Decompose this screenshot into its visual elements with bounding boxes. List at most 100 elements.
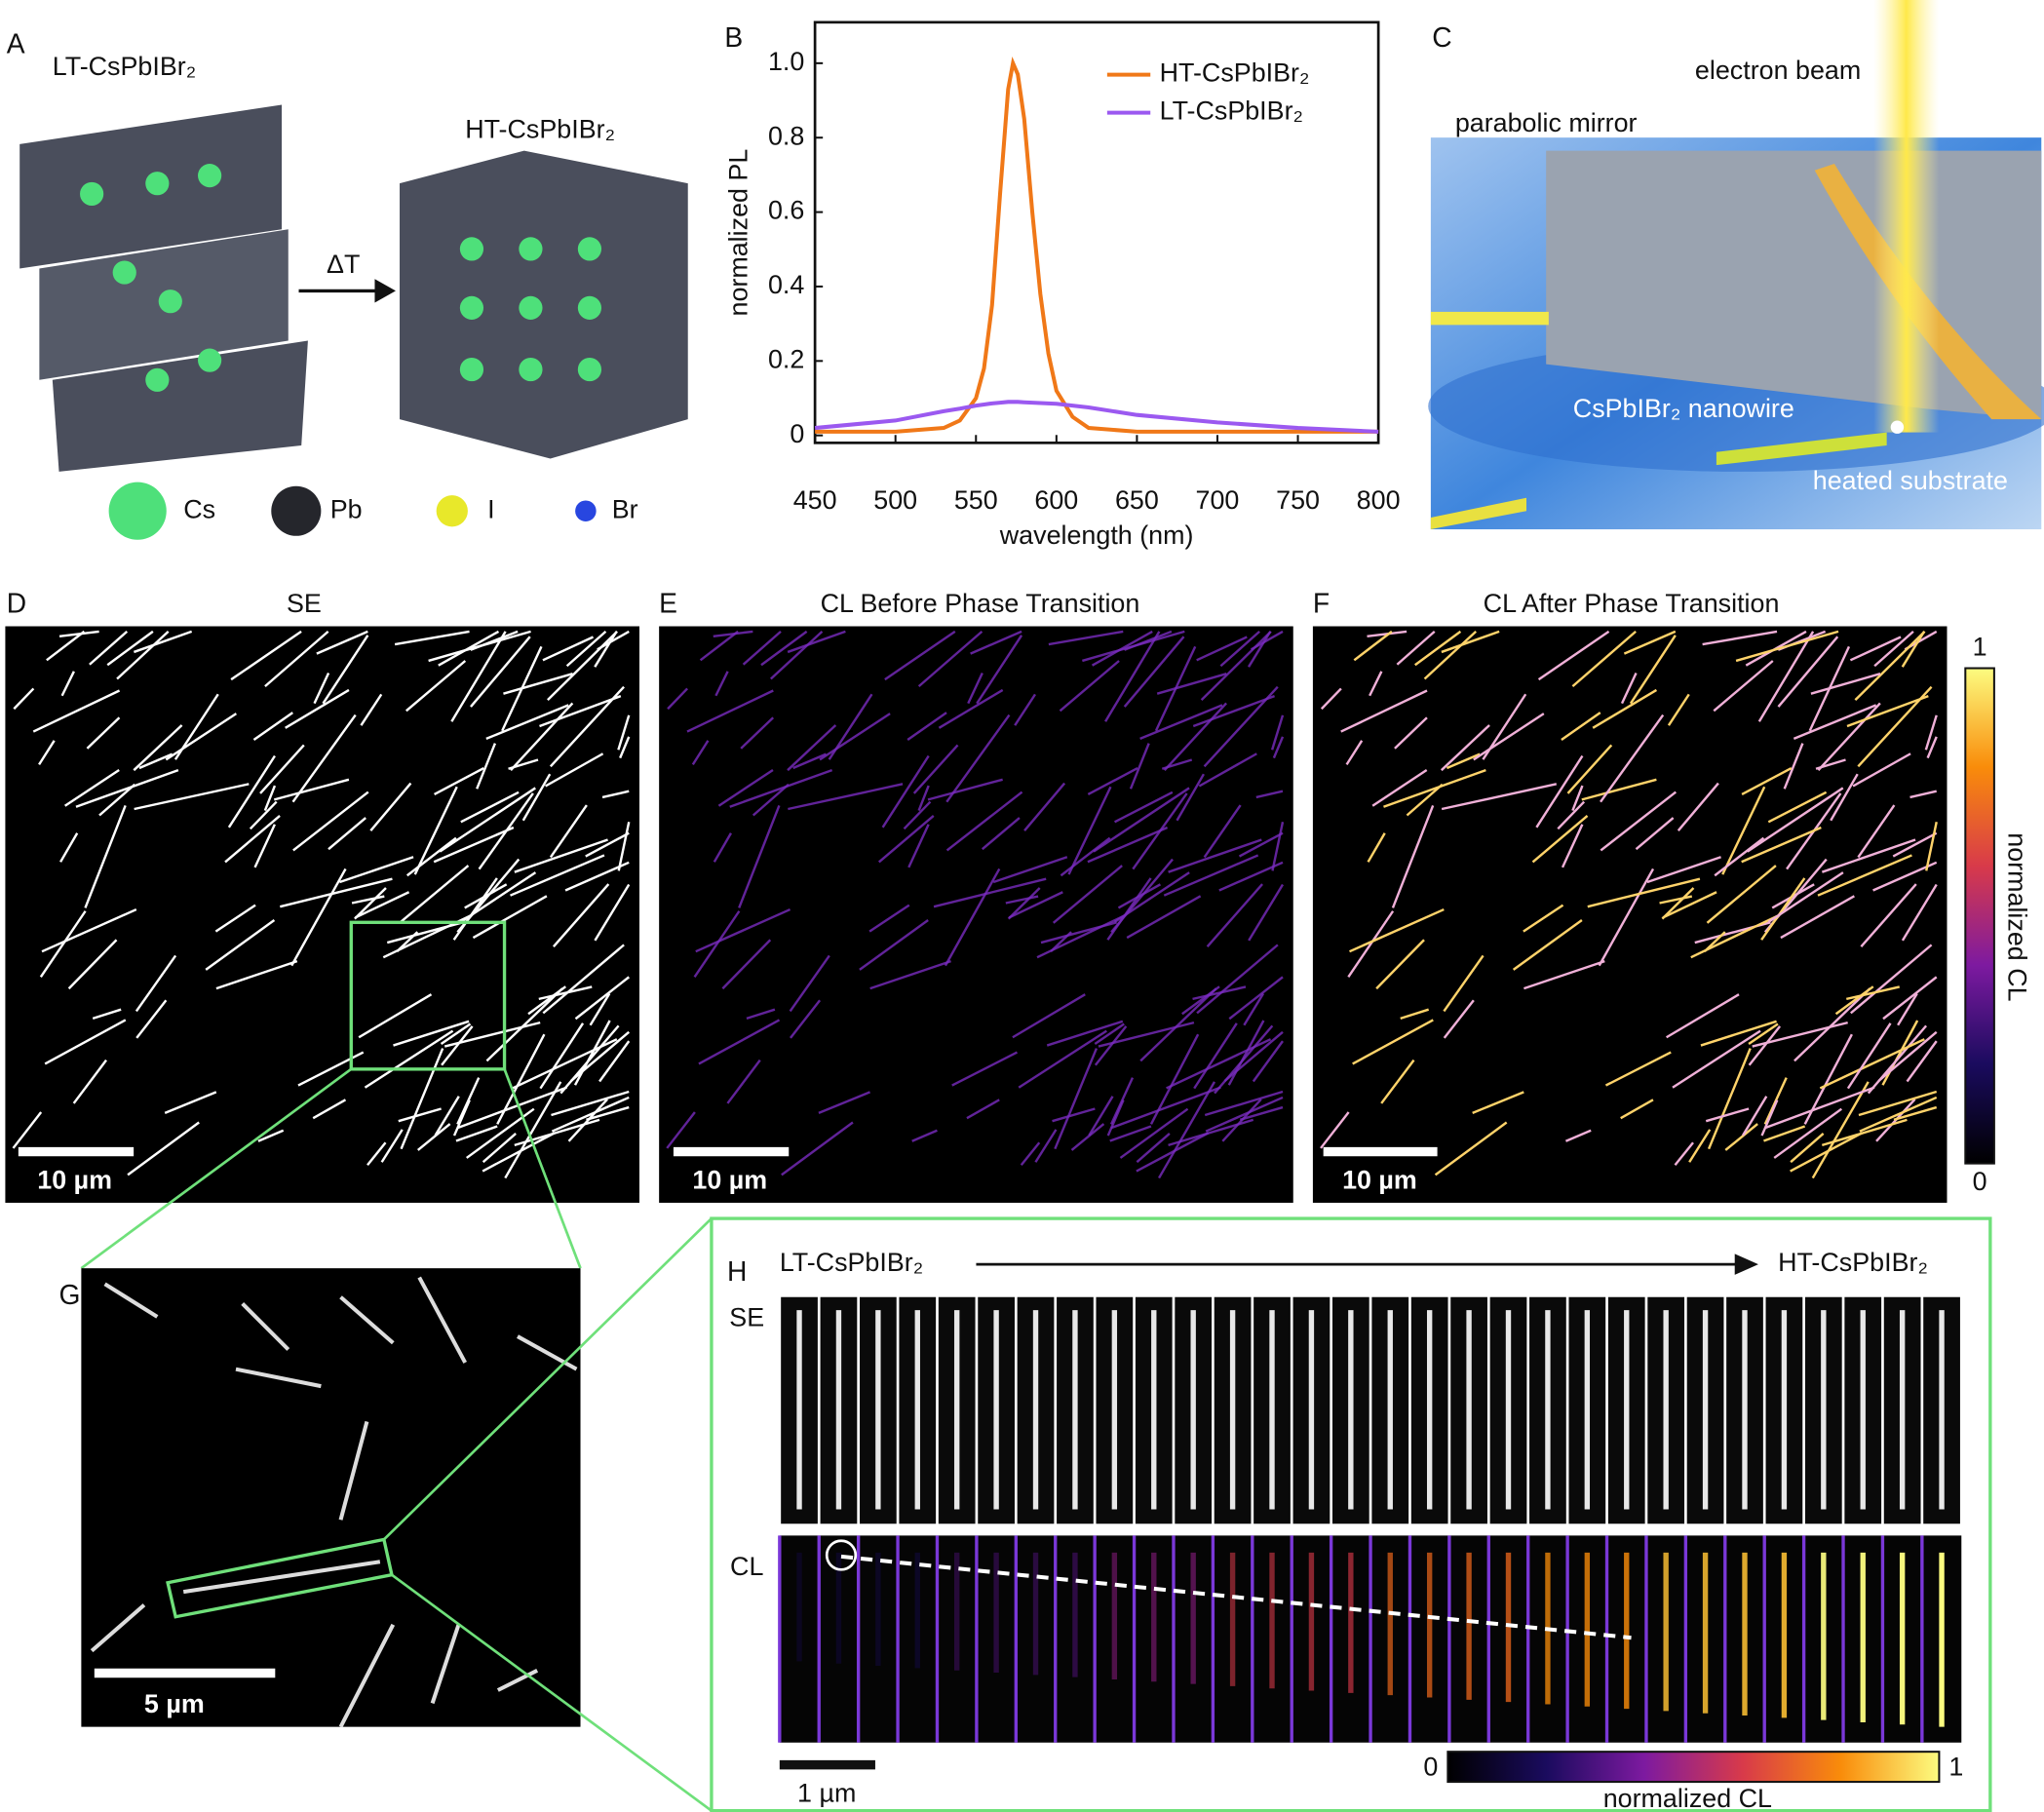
nanowire (1347, 910, 1395, 978)
nanowire (721, 939, 772, 990)
annotation: heated substrate (1813, 466, 2008, 495)
nanowire (951, 1051, 1019, 1087)
nanowire (1714, 836, 1765, 877)
nanowire (496, 1669, 539, 1692)
nanowire (1193, 1022, 1238, 1090)
nanowire (1087, 826, 1169, 864)
nanowire (1400, 1008, 1430, 1021)
nanowire (1808, 645, 1851, 732)
nanowire (504, 1081, 562, 1179)
nanowire (1716, 432, 1887, 466)
nanowire (1023, 782, 1066, 831)
nanowire (1859, 1096, 1938, 1133)
pl-chart: 450 500 550 600 650 700 750 800 0 0.2 0.4 0.6 0.8 1.0… (724, 20, 1401, 550)
x-axis-label: wavelength (nm) (999, 520, 1194, 550)
nanowire (1446, 752, 1481, 770)
nanowire (1114, 790, 1174, 824)
nanowire (430, 1624, 461, 1705)
nanowire (273, 778, 350, 801)
nanowire (328, 817, 366, 851)
nanowire (1166, 1038, 1272, 1090)
nanowire (1867, 1024, 1928, 1095)
nanowire (1850, 944, 1933, 1015)
lt-structure (19, 104, 308, 472)
nanowire (98, 783, 136, 817)
nanowire (230, 630, 302, 681)
nanowire (538, 985, 593, 1001)
zoom-box (349, 920, 507, 1071)
nanowire (1203, 804, 1242, 859)
atom (198, 348, 222, 372)
y-tick-label: 1.0 (768, 47, 804, 76)
nanowire (1200, 631, 1272, 702)
phase-label: LT-CsPbIBr₂ (780, 1248, 923, 1277)
nanowire (1139, 987, 1217, 1062)
nanowire (1198, 752, 1257, 788)
zoom-line (391, 1573, 713, 1812)
nanowire (290, 867, 347, 967)
nanowire (1430, 311, 1549, 326)
nanowire (1050, 931, 1072, 952)
nanowire (338, 1623, 396, 1728)
cl-frame (898, 1535, 938, 1743)
nanowire (539, 1022, 585, 1090)
nanowire (1227, 1020, 1265, 1086)
nanowire (1070, 1123, 1105, 1151)
nanowire (769, 631, 824, 680)
nanowire (1248, 883, 1285, 942)
atom (80, 181, 104, 207)
nanowire (455, 1125, 498, 1142)
atom (577, 237, 602, 261)
nanowire (1052, 865, 1123, 924)
nanowire (877, 815, 935, 864)
nanowire (549, 804, 588, 859)
nanowire (313, 672, 330, 705)
nanowire (1635, 817, 1675, 851)
phase-label: HT-CsPbIBr₂ (1778, 1248, 1928, 1277)
nanowire (92, 1008, 122, 1021)
cl-frame (1055, 1535, 1096, 1743)
nanowire (214, 904, 256, 933)
beam-spot (1890, 420, 1905, 434)
nanowire (1371, 768, 1428, 807)
nanowire (1747, 787, 1844, 853)
nanowire (164, 1091, 217, 1114)
nanowire (510, 854, 605, 897)
colorbar-min: 0 (1973, 1167, 1987, 1196)
nanowire (369, 782, 412, 831)
y-tick-label: 0.6 (768, 196, 804, 225)
scale-bar-label: 5 µm (144, 1689, 205, 1718)
nanowire (699, 630, 739, 662)
atom (459, 237, 484, 261)
structure-label: HT-CsPbIBr₂ (465, 115, 615, 144)
scale-bar-label: 10 µm (37, 1166, 112, 1195)
x-tick-label: 650 (1115, 485, 1159, 515)
x-tick-label: 550 (954, 485, 998, 515)
nanowire (338, 1420, 369, 1521)
x-tick-label: 600 (1034, 485, 1078, 515)
nanowire (1724, 1123, 1758, 1151)
nanowire (903, 800, 932, 830)
nanowire (84, 804, 127, 908)
nanowire (1243, 992, 1265, 1026)
nanowire (551, 1096, 630, 1133)
cl-frame (779, 1535, 820, 1743)
nanowire (1677, 782, 1719, 831)
nanowire (1925, 822, 1938, 871)
nanowire (1909, 790, 1938, 799)
nanowires (90, 1276, 578, 1728)
panel-title: CL Before Phase Transition (821, 589, 1140, 618)
nanowire (133, 724, 183, 772)
nanowire (259, 744, 305, 794)
nanowire (1228, 976, 1284, 1021)
nanowire (339, 1295, 395, 1345)
nanowire (393, 1020, 470, 1047)
nanowire (598, 1040, 631, 1083)
nanowire (1161, 758, 1193, 770)
nanowire (1713, 660, 1774, 713)
nanowire (1020, 1141, 1041, 1166)
cl-image (659, 626, 1293, 1203)
se-image (5, 626, 639, 1203)
colorbar-min: 0 (1423, 1753, 1438, 1782)
nanowire (380, 1129, 404, 1163)
